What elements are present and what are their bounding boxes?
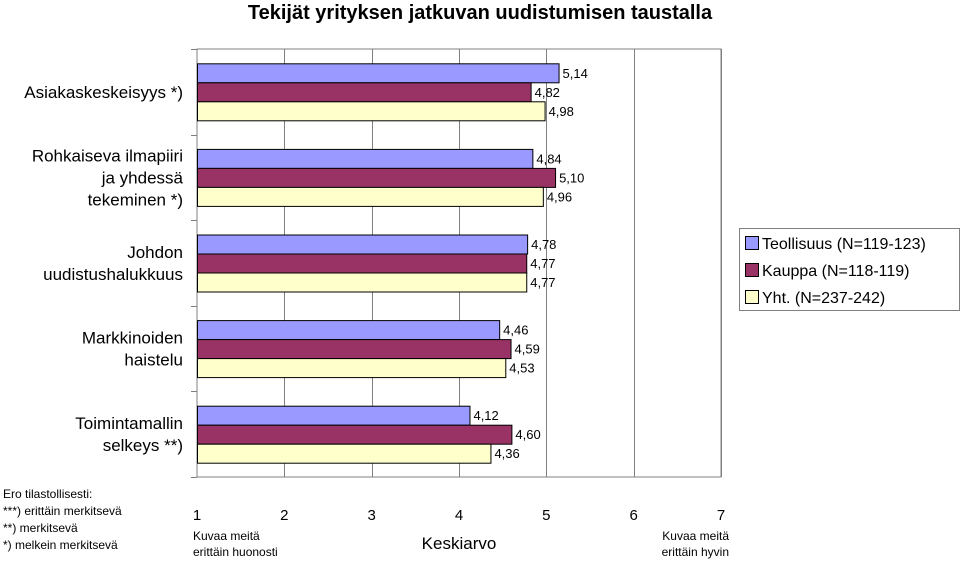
category-label: ja yhdessä bbox=[101, 168, 184, 187]
bar bbox=[197, 101, 546, 122]
footnote: Ero tilastollisesti: bbox=[3, 487, 92, 501]
legend-box bbox=[739, 228, 960, 311]
category-label: Rohkaiseva ilmapiiri bbox=[32, 146, 183, 165]
category-label: Markkinoiden bbox=[82, 329, 183, 348]
x-tick-label: 1 bbox=[193, 507, 201, 524]
x-low-note: Kuvaa meitä bbox=[193, 529, 260, 543]
footnote: ***) erittäin merkitsevä bbox=[3, 504, 122, 518]
category-label: tekeminen *) bbox=[88, 190, 183, 209]
category-label: uudistushalukkuus bbox=[43, 265, 183, 284]
category-label: Toimintamallin bbox=[75, 414, 183, 433]
x-tick-label: 3 bbox=[367, 507, 375, 524]
data-label: 4,77 bbox=[530, 275, 555, 290]
bar bbox=[197, 320, 501, 341]
x-axis-title: Keskiarvo bbox=[422, 534, 497, 553]
data-label: 5,14 bbox=[563, 66, 588, 81]
bar bbox=[197, 167, 557, 188]
bar bbox=[197, 443, 492, 464]
bar bbox=[197, 358, 507, 379]
x-high-note: Kuvaa meitä bbox=[662, 529, 729, 543]
x-high-note: erittäin hyvin bbox=[662, 545, 729, 559]
x-low-note: erittäin huonosti bbox=[193, 545, 278, 559]
data-label: 4,53 bbox=[509, 361, 534, 376]
legend-swatch bbox=[745, 290, 759, 304]
x-tick-label: 6 bbox=[629, 507, 637, 524]
bar bbox=[197, 424, 513, 445]
legend-swatch bbox=[745, 236, 759, 250]
legend-swatch bbox=[745, 263, 759, 277]
data-label: 4,82 bbox=[535, 85, 560, 100]
bar bbox=[197, 405, 471, 426]
x-tick-label: 2 bbox=[280, 507, 288, 524]
bar bbox=[197, 186, 544, 207]
category-label: Asiakaskeskeisyys *) bbox=[24, 83, 183, 102]
data-label: 5,10 bbox=[559, 170, 584, 185]
data-label: 4,96 bbox=[547, 189, 572, 204]
data-label: 4,77 bbox=[530, 256, 555, 271]
data-label: 4,12 bbox=[473, 408, 498, 423]
footnote: *) melkein merkitsevä bbox=[3, 538, 118, 552]
category-label: Johdon bbox=[127, 243, 183, 262]
legend-label: Kauppa (N=118-119) bbox=[762, 263, 910, 280]
bar bbox=[197, 253, 528, 274]
data-label: 4,46 bbox=[503, 323, 528, 338]
bar bbox=[197, 82, 532, 103]
data-label: 4,36 bbox=[494, 446, 519, 461]
bar bbox=[197, 272, 528, 293]
category-label: selkeys **) bbox=[103, 436, 183, 455]
x-tick-label: 5 bbox=[542, 507, 550, 524]
footnote: **) merkitsevä bbox=[3, 521, 78, 535]
x-tick-label: 7 bbox=[717, 507, 725, 524]
data-label: 4,60 bbox=[515, 427, 540, 442]
bar bbox=[197, 339, 512, 360]
bar bbox=[197, 234, 529, 255]
data-label: 4,78 bbox=[531, 237, 556, 252]
data-label: 4,84 bbox=[536, 151, 561, 166]
legend-label: Yht. (N=237-242) bbox=[762, 290, 885, 307]
x-tick-label: 4 bbox=[455, 507, 463, 524]
data-label: 4,59 bbox=[515, 342, 540, 357]
bar bbox=[197, 148, 534, 169]
data-label: 4,98 bbox=[549, 104, 574, 119]
legend-label: Teollisuus (N=119-123) bbox=[762, 236, 926, 253]
category-label: haistelu bbox=[124, 351, 183, 370]
bar bbox=[197, 63, 560, 84]
chart-title: Tekijät yrityksen jatkuvan uudistumisen … bbox=[248, 2, 713, 24]
